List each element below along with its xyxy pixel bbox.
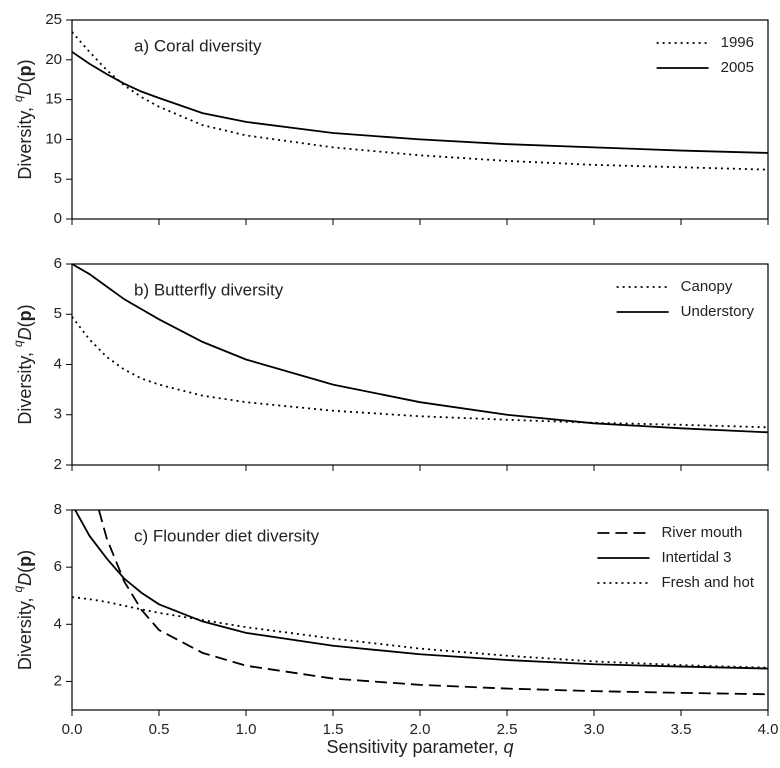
panel-title: b) Butterfly diversity [134,280,284,299]
axis-label: Diversity, qD(p) [11,304,35,424]
x-tick-label: 1.5 [323,721,344,738]
series-line [72,596,768,669]
x-tick-label: 3.5 [671,721,692,738]
axis-label: Sensitivity parameter, q [326,737,513,757]
y-tick-label: 10 [45,130,62,147]
axis-label-part: ( [15,567,35,573]
panel-title: c) Flounder diet diversity [134,526,320,545]
legend-label: River mouth [661,524,742,541]
axis-label-part: q [11,95,25,102]
series-line [72,316,768,429]
axis-label-part: D [15,573,35,586]
y-tick-label: 4 [54,615,62,632]
y-tick-label: 2 [54,672,62,689]
y-tick-label: 3 [54,406,62,423]
y-tick-label: 6 [54,255,62,272]
y-tick-label: 5 [54,170,62,187]
axis-label-part: ( [15,321,35,327]
axis-label-part: p [15,65,35,76]
series-line [72,51,768,154]
axis-label-part: p [15,556,35,567]
y-tick-label: 20 [45,51,62,68]
x-tick-label: 1.0 [236,721,257,738]
y-tick-label: 15 [45,91,62,108]
y-tick-label: 6 [54,558,62,575]
x-tick-label: 3.0 [584,721,605,738]
axis-label-part: ) [15,59,35,65]
legend-label: Understory [681,303,755,320]
axis-label-part: p [15,310,35,321]
panel-title: a) Coral diversity [134,36,262,55]
axis-label: Diversity, qD(p) [11,550,35,670]
y-tick-label: 0 [54,210,62,227]
legend-label: Fresh and hot [661,574,754,591]
legend-label: 2005 [721,59,754,76]
x-tick-label: 0.0 [62,721,83,738]
axis-label-part: Diversity, [15,102,35,180]
x-tick-label: 2.5 [497,721,518,738]
x-tick-label: 4.0 [758,721,779,738]
y-tick-label: 25 [45,11,62,28]
axis-label-part: D [15,82,35,95]
axis-label: Diversity, qD(p) [11,59,35,179]
x-tick-label: 0.5 [149,721,170,738]
axis-label-part: Diversity, [15,593,35,671]
legend-label: Canopy [681,278,733,295]
legend-label: 1996 [721,34,754,51]
y-tick-label: 4 [54,355,62,372]
axis-label-part: ( [15,76,35,82]
y-tick-label: 8 [54,501,62,518]
axis-label-part: q [11,340,25,347]
axis-label-part: Diversity, [15,347,35,425]
series-line [97,510,768,696]
axis-label-part: ) [15,550,35,556]
y-tick-label: 2 [54,456,62,473]
axis-label-part: Sensitivity parameter, [326,737,503,757]
axis-label-part: q [504,737,514,757]
series-line [72,264,768,434]
y-tick-label: 5 [54,305,62,322]
legend-label: Intertidal 3 [661,549,731,566]
x-tick-label: 2.0 [410,721,431,738]
axis-label-part: q [11,586,25,593]
axis-label-part: D [15,327,35,340]
axis-label-part: ) [15,304,35,310]
series-line [72,31,768,171]
series-line [74,510,768,670]
